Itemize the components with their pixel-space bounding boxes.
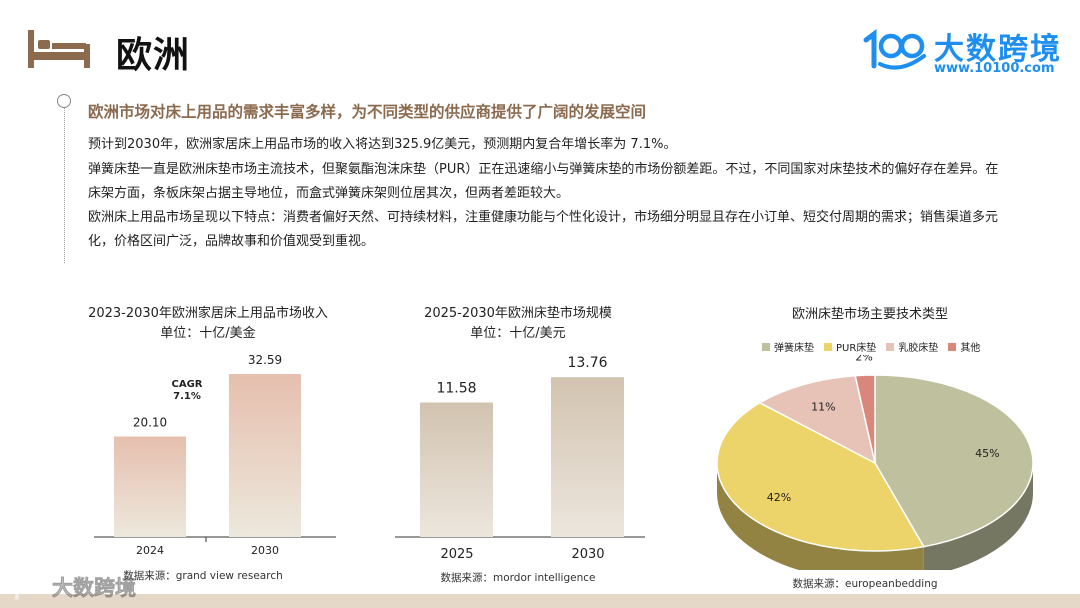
legend-swatch xyxy=(824,342,832,351)
legend-label: PUR床垫 xyxy=(836,343,877,354)
chart2-cat-2030: 2030 xyxy=(571,547,604,562)
watermark-logo: 大数跨境 xyxy=(10,570,136,600)
page-title: 欧洲 xyxy=(116,35,191,76)
chart2-value-2025: 11.58 xyxy=(436,381,476,397)
chart3-pie: 45% 42% 11% 2% xyxy=(716,355,1034,570)
legend-label: 其他 xyxy=(960,343,981,354)
timeline-line xyxy=(64,103,66,263)
paragraph-1: 预计到2030年，欧洲家居床上用品市场的收入将达到325.9亿美元，预测期内复合… xyxy=(88,137,677,152)
chart1-value-2024: 20.10 xyxy=(133,416,167,430)
chart1-cat-2030: 2030 xyxy=(251,544,279,557)
chart1-svg: 20.10 32.59 2024 2030 CAGR 7.1% xyxy=(94,353,336,557)
logo-icon xyxy=(863,29,926,70)
legend-item-other: 其他 xyxy=(948,339,980,354)
chart3-source: 数据来源：europeanbedding xyxy=(792,578,938,590)
chart2-bar-2025 xyxy=(420,402,493,537)
pie-slice-1 xyxy=(716,401,926,552)
pie-side-1 xyxy=(717,463,924,570)
chart2-subtitle: 单位：十亿/美元 xyxy=(470,326,566,341)
chart1-bar-2024 xyxy=(114,436,186,537)
legend-label: 乳胶床垫 xyxy=(898,343,939,354)
chart1-annotation-line2: 7.1% xyxy=(173,391,201,402)
pie-label-0: 45% xyxy=(975,447,999,460)
chart2-value-2030: 13.76 xyxy=(567,355,607,371)
bottom-bar xyxy=(0,594,1080,608)
chart2-cat-2025: 2025 xyxy=(440,547,473,562)
legend-item-latex: 乳胶床垫 xyxy=(886,339,938,354)
legend-swatch xyxy=(948,342,957,351)
chart1-subtitle: 单位：十亿/美金 xyxy=(160,326,256,341)
pie-slice-2 xyxy=(758,374,877,465)
timeline-dot xyxy=(57,94,71,108)
watermark-text: 大数跨境 xyxy=(52,576,136,600)
section-headline: 欧洲市场对床上用品的需求丰富多样，为不同类型的供应商提供了广阔的发展空间 xyxy=(88,103,647,121)
chart1-cat-2024: 2024 xyxy=(136,544,164,557)
bed-icon xyxy=(28,30,90,68)
legend-swatch xyxy=(762,342,770,351)
chart2-bar-2030 xyxy=(551,377,624,537)
legend-item-spring: 弹簧床垫 xyxy=(762,339,814,354)
legend-label: 弹簧床垫 xyxy=(774,343,814,354)
pie-side-0 xyxy=(923,463,1033,570)
logo-url: www.10100.com xyxy=(934,61,1055,76)
legend-swatch xyxy=(886,342,895,351)
paragraph-3: 欧洲床上用品市场呈现以下特点：消费者偏好天然、可持续材料，注重健康功能与个性化设… xyxy=(88,210,999,249)
chart2-title: 2025-2030年欧洲床垫市场规模 xyxy=(424,306,612,321)
legend-item-pur: PUR床垫 xyxy=(824,339,876,354)
chart1-value-2030: 32.59 xyxy=(248,353,282,367)
pie-slice-0 xyxy=(874,374,1034,548)
chart1-title: 2023-2030年欧洲家居床上用品市场收入 xyxy=(88,306,328,321)
pie-label-1: 42% xyxy=(767,491,791,504)
chart2-svg: 11.58 13.76 2025 2030 xyxy=(395,355,645,562)
logo-text: 大数跨境 xyxy=(934,32,1062,67)
pie-label-2: 11% xyxy=(811,401,835,414)
pie-slice-3 xyxy=(854,374,876,464)
pie-label-3: 2% xyxy=(855,355,872,363)
chart1-source: 数据来源：grand view research xyxy=(123,570,283,582)
chart1-bar-2030 xyxy=(229,374,301,537)
chart2-source: 数据来源：mordor intelligence xyxy=(440,572,596,584)
paragraph-2: 弹簧床垫一直是欧洲床垫市场主流技术，但聚氨酯泡沫床垫（PUR）正在迅速缩小与弹簧… xyxy=(88,162,999,201)
chart3-legend: 弹簧床垫 PUR床垫 乳胶床垫 其他 xyxy=(762,339,980,354)
chart3-title: 欧洲床垫市场主要技术类型 xyxy=(791,307,948,322)
chart1-annotation-line1: CAGR xyxy=(172,379,203,390)
